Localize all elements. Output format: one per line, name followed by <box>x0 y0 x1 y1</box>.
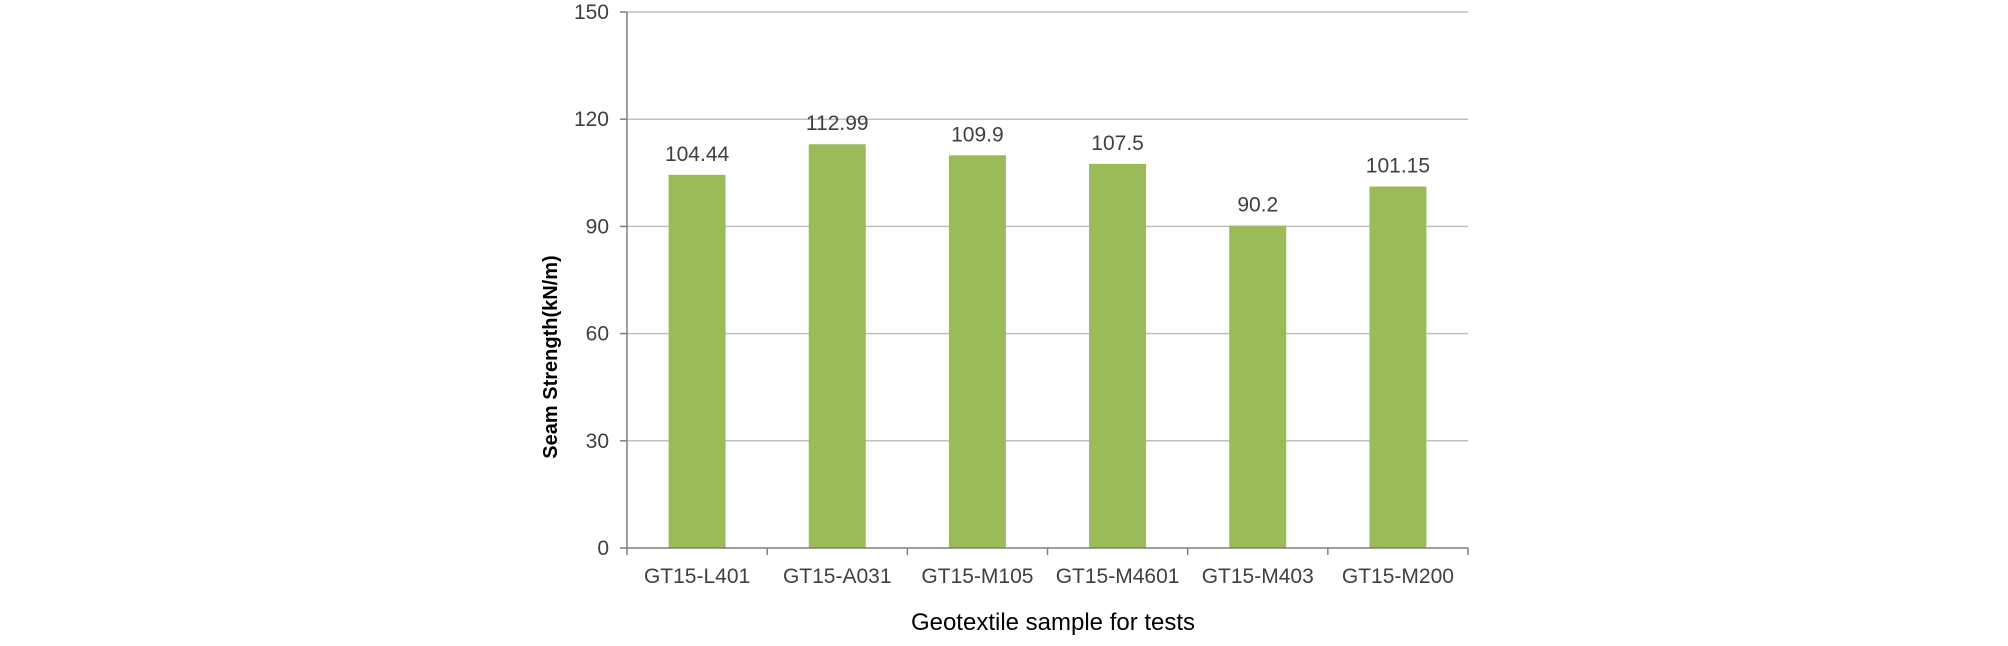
data-label: 107.5 <box>1091 132 1144 155</box>
x-tick-label: GT15-M105 <box>921 565 1033 588</box>
y-tick-label: 30 <box>586 430 609 453</box>
bar <box>1369 186 1427 549</box>
y-tick-label: 150 <box>574 1 609 24</box>
bar <box>1229 225 1287 548</box>
x-tick-label: GT15-A031 <box>783 565 892 588</box>
gridlines <box>627 11 1468 442</box>
x-tick-label: GT15-L401 <box>644 565 750 588</box>
bars <box>668 144 1427 549</box>
bar <box>808 144 866 548</box>
y-tick-label: 60 <box>586 323 609 346</box>
bar <box>1089 163 1147 548</box>
y-tick-labels: 0 30 60 90 120 150 <box>574 1 609 560</box>
bar <box>668 174 726 548</box>
x-tick-label: GT15-M403 <box>1202 565 1314 588</box>
data-label: 90.2 <box>1237 194 1278 217</box>
y-axis-title: Seam Strength(kN/m) <box>540 255 562 458</box>
data-label: 101.15 <box>1366 155 1430 178</box>
x-tick-label: GT15-M200 <box>1342 565 1454 588</box>
data-labels: 104.44 112.99 109.9 107.5 90.2 101.15 <box>665 112 1430 216</box>
y-tick-label: 0 <box>597 537 609 560</box>
data-label: 104.44 <box>665 143 730 166</box>
y-tick-label: 90 <box>586 215 609 238</box>
y-tick-label: 120 <box>574 108 609 131</box>
axes <box>620 11 1469 555</box>
data-label: 112.99 <box>806 112 869 135</box>
bar <box>948 155 1006 549</box>
data-label: 109.9 <box>951 123 1004 146</box>
x-axis-title: Geotextile sample for tests <box>911 609 1195 636</box>
x-tick-labels: GT15-L401 GT15-A031 GT15-M105 GT15-M4601 GT1… <box>644 565 1454 588</box>
x-tick-label: GT15-M4601 <box>1056 565 1180 588</box>
